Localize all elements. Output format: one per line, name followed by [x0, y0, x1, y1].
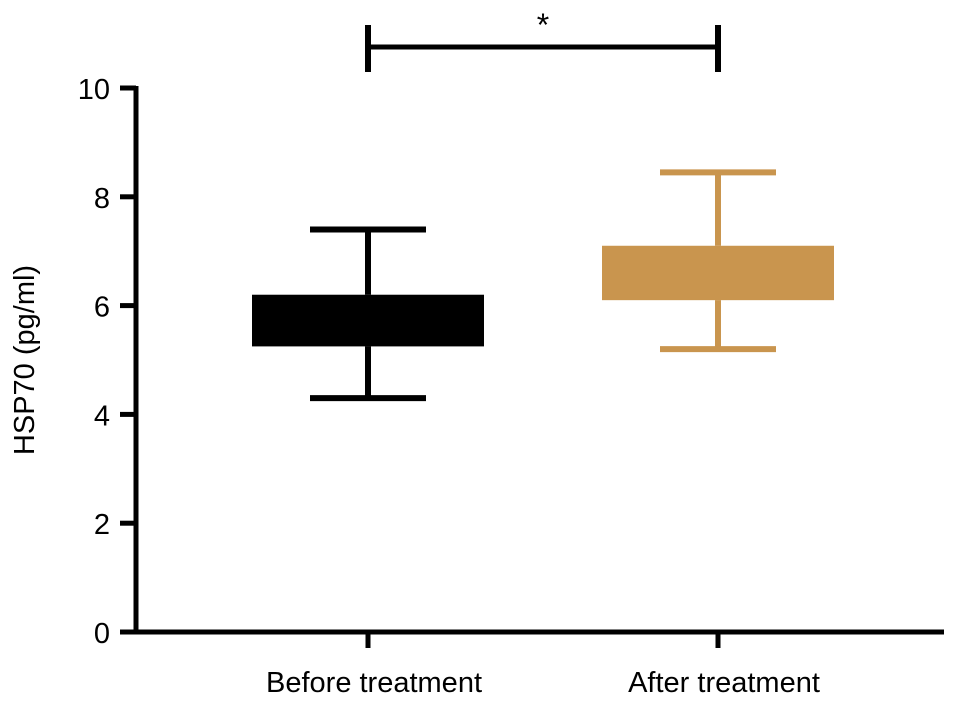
box	[602, 245, 834, 301]
x-tick-label: Before treatment	[266, 667, 482, 699]
y-tick-label: 4	[94, 400, 110, 432]
axes: 0 2 4 6 8 10 Before treatment After treatment	[78, 74, 944, 699]
significance-label: *	[537, 7, 549, 43]
y-axis-label: HSP70 (pg/ml)	[9, 265, 41, 455]
boxes	[252, 169, 834, 402]
y-tick-label: 10	[78, 74, 110, 106]
y-tick-label: 8	[94, 183, 110, 215]
x-tick-label: After treatment	[628, 667, 820, 699]
box	[252, 294, 484, 347]
y-tick-label: 0	[94, 618, 110, 650]
annotations: *	[365, 7, 721, 72]
y-tick-label: 2	[94, 509, 110, 541]
y-tick-label: 6	[94, 292, 110, 324]
